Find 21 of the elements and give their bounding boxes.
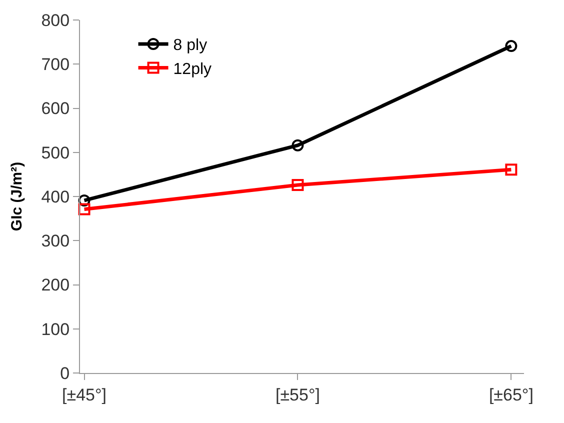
point xyxy=(505,164,518,176)
y-tick-label: 800 xyxy=(41,10,70,30)
point xyxy=(78,203,90,216)
y-tick-label: 100 xyxy=(41,320,70,339)
y-tick-label: 700 xyxy=(41,55,70,74)
legend-label: 8 ply xyxy=(173,37,208,54)
x-tick-label: [±45°] xyxy=(62,385,107,404)
y-axis-title: GIc (J/m²) xyxy=(8,162,26,232)
y-tick-label: 0 xyxy=(60,364,70,383)
legend-label: 12ply xyxy=(173,61,212,78)
point xyxy=(505,40,518,52)
y-tick-label: 500 xyxy=(41,143,70,162)
point xyxy=(78,194,90,206)
point xyxy=(292,179,304,192)
y-tick-label: 300 xyxy=(41,232,70,251)
point xyxy=(292,139,304,152)
x-tick-label: [±55°] xyxy=(275,385,320,404)
y-tick-label: 400 xyxy=(41,187,70,206)
x-tick-label: [±65°] xyxy=(488,385,534,404)
y-tick-label: 600 xyxy=(41,99,70,118)
y-tick-label: 200 xyxy=(41,276,70,295)
